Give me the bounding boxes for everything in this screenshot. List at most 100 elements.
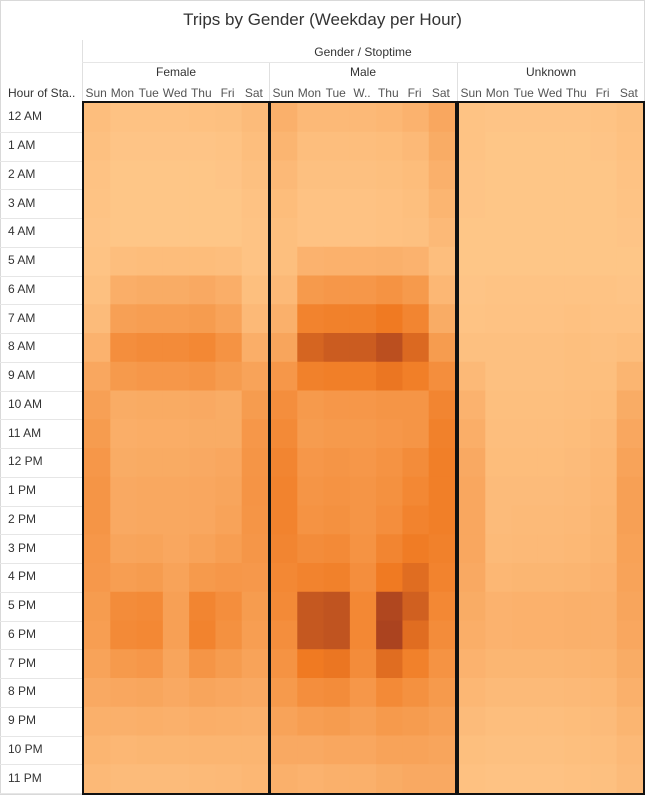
heatmap-cell-female-wed-0	[162, 103, 190, 133]
heatmap-cell-unknown-fri-17	[590, 591, 618, 621]
heatmap-cell-female-mon-7	[110, 304, 137, 334]
heatmap-cell-male-sun-5	[271, 246, 298, 276]
heatmap-cell-female-tue-1	[136, 131, 164, 161]
heatmap-cell-male-tue-6	[323, 275, 351, 305]
heatmap-cell-male-sun-12	[271, 448, 298, 478]
heatmap-cell-female-tue-5	[136, 246, 164, 276]
heatmap-cell-male-tue-9	[323, 361, 351, 391]
heatmap-cell-male-sat-10	[428, 390, 456, 420]
heatmap-cell-female-sun-12	[84, 448, 111, 478]
heatmap-cell-female-fri-5	[215, 246, 243, 276]
heatmap-cell-female-mon-3	[110, 189, 137, 219]
heatmap-cell-female-sat-12	[241, 448, 269, 478]
heatmap-cell-male-wed-4	[349, 218, 377, 248]
heatmap-cell-male-thu-18	[376, 620, 403, 650]
heatmap-cell-unknown-sat-6	[616, 275, 644, 305]
heatmap-cell-unknown-sat-17	[616, 591, 644, 621]
heatmap-cell-unknown-sun-19	[459, 649, 486, 679]
heatmap-cell-unknown-sat-12	[616, 448, 644, 478]
heatmap-cell-female-thu-9	[189, 361, 216, 391]
heatmap-cell-female-tue-18	[136, 620, 164, 650]
heatmap-cell-female-wed-1	[162, 131, 190, 161]
heatmap-cell-unknown-sat-13	[616, 476, 644, 506]
heatmap-cell-female-thu-2	[189, 160, 216, 190]
heatmap-cell-female-sat-23	[241, 764, 269, 794]
heatmap-cell-unknown-fri-22	[590, 735, 618, 765]
heatmap-cell-male-tue-18	[323, 620, 351, 650]
heatmap-cell-female-fri-10	[215, 390, 243, 420]
day-header-unknown-thu: Thu	[565, 86, 587, 100]
heatmap-cell-female-mon-11	[110, 419, 137, 449]
heatmap-cell-male-sun-22	[271, 735, 298, 765]
heatmap-cell-female-sat-11	[241, 419, 269, 449]
gender-header-female: Female	[155, 65, 196, 79]
heatmap-cell-unknown-thu-16	[564, 563, 591, 593]
heatmap-cell-male-fri-16	[402, 563, 430, 593]
day-header-female-sun: Sun	[85, 86, 107, 100]
heatmap-cell-male-mon-15	[297, 534, 324, 564]
heatmap-cell-female-fri-21	[215, 706, 243, 736]
heatmap-cell-unknown-sat-2	[616, 160, 644, 190]
heatmap-cell-male-sat-21	[428, 706, 456, 736]
heatmap-cell-male-fri-20	[402, 678, 430, 708]
heatmap-cell-male-mon-12	[297, 448, 324, 478]
heatmap-cell-unknown-thu-12	[564, 448, 591, 478]
heatmap-cell-female-thu-13	[189, 476, 216, 506]
heatmap-cell-unknown-fri-23	[590, 764, 618, 794]
heatmap-cell-female-sun-14	[84, 505, 111, 535]
heatmap-cell-female-thu-15	[189, 534, 216, 564]
heatmap-cell-female-mon-10	[110, 390, 137, 420]
heatmap-cell-female-fri-23	[215, 764, 243, 794]
row-gridline	[0, 189, 82, 191]
heatmap-cell-female-sat-9	[241, 361, 269, 391]
heatmap-cell-unknown-fri-14	[590, 505, 618, 535]
heatmap-cell-female-tue-3	[136, 189, 164, 219]
heatmap-cell-unknown-sun-3	[459, 189, 486, 219]
heatmap-cell-female-thu-0	[189, 103, 216, 133]
hour-label-1: 1 AM	[8, 138, 36, 153]
heatmap-cell-female-fri-8	[215, 333, 243, 363]
heatmap-cell-male-wed-14	[349, 505, 377, 535]
heatmap-cell-male-tue-4	[323, 218, 351, 248]
heatmap-cell-male-wed-8	[349, 333, 377, 363]
heatmap-cell-unknown-mon-14	[485, 505, 512, 535]
heatmap-cell-male-fri-11	[402, 419, 430, 449]
heatmap-cell-male-thu-3	[376, 189, 403, 219]
heatmap-cell-male-sun-0	[271, 103, 298, 133]
heatmap-cell-female-tue-8	[136, 333, 164, 363]
heatmap-cell-female-mon-20	[110, 678, 137, 708]
heatmap-cell-male-fri-18	[402, 620, 430, 650]
heatmap-cell-unknown-wed-20	[537, 678, 565, 708]
heatmap-cell-male-tue-5	[323, 246, 351, 276]
hour-label-4: 4 AM	[8, 224, 36, 239]
heatmap-cell-unknown-thu-4	[564, 218, 591, 248]
heatmap-cell-female-wed-8	[162, 333, 190, 363]
heatmap-cell-male-sat-4	[428, 218, 456, 248]
heatmap-cell-male-sat-9	[428, 361, 456, 391]
heatmap-cell-female-sun-16	[84, 563, 111, 593]
heatmap-cell-unknown-tue-4	[511, 218, 539, 248]
heatmap-cell-unknown-tue-21	[511, 706, 539, 736]
heatmap-cell-male-wed-16	[349, 563, 377, 593]
heatmap-cell-female-wed-4	[162, 218, 190, 248]
hour-label-7: 7 AM	[8, 310, 36, 325]
header-left-divider	[82, 40, 83, 102]
heatmap-cell-unknown-tue-19	[511, 649, 539, 679]
heatmap-cell-male-tue-7	[323, 304, 351, 334]
heatmap-cell-female-sun-6	[84, 275, 111, 305]
day-header-female-tue: Tue	[138, 86, 159, 100]
heatmap-cell-male-tue-3	[323, 189, 351, 219]
heatmap-cell-male-sun-2	[271, 160, 298, 190]
heatmap-cell-male-fri-4	[402, 218, 430, 248]
heatmap-cell-male-thu-2	[376, 160, 403, 190]
heatmap-cell-unknown-mon-10	[485, 390, 512, 420]
heatmap-cell-unknown-fri-16	[590, 563, 618, 593]
heatmap-cell-female-tue-16	[136, 563, 164, 593]
heatmap-cell-unknown-sun-5	[459, 246, 486, 276]
heatmap-cell-male-thu-13	[376, 476, 403, 506]
heatmap-cell-male-wed-1	[349, 131, 377, 161]
heatmap-cell-male-fri-0	[402, 103, 430, 133]
heatmap-cell-unknown-fri-2	[590, 160, 618, 190]
heatmap-cell-male-sat-0	[428, 103, 456, 133]
hour-label-5: 5 AM	[8, 253, 36, 268]
